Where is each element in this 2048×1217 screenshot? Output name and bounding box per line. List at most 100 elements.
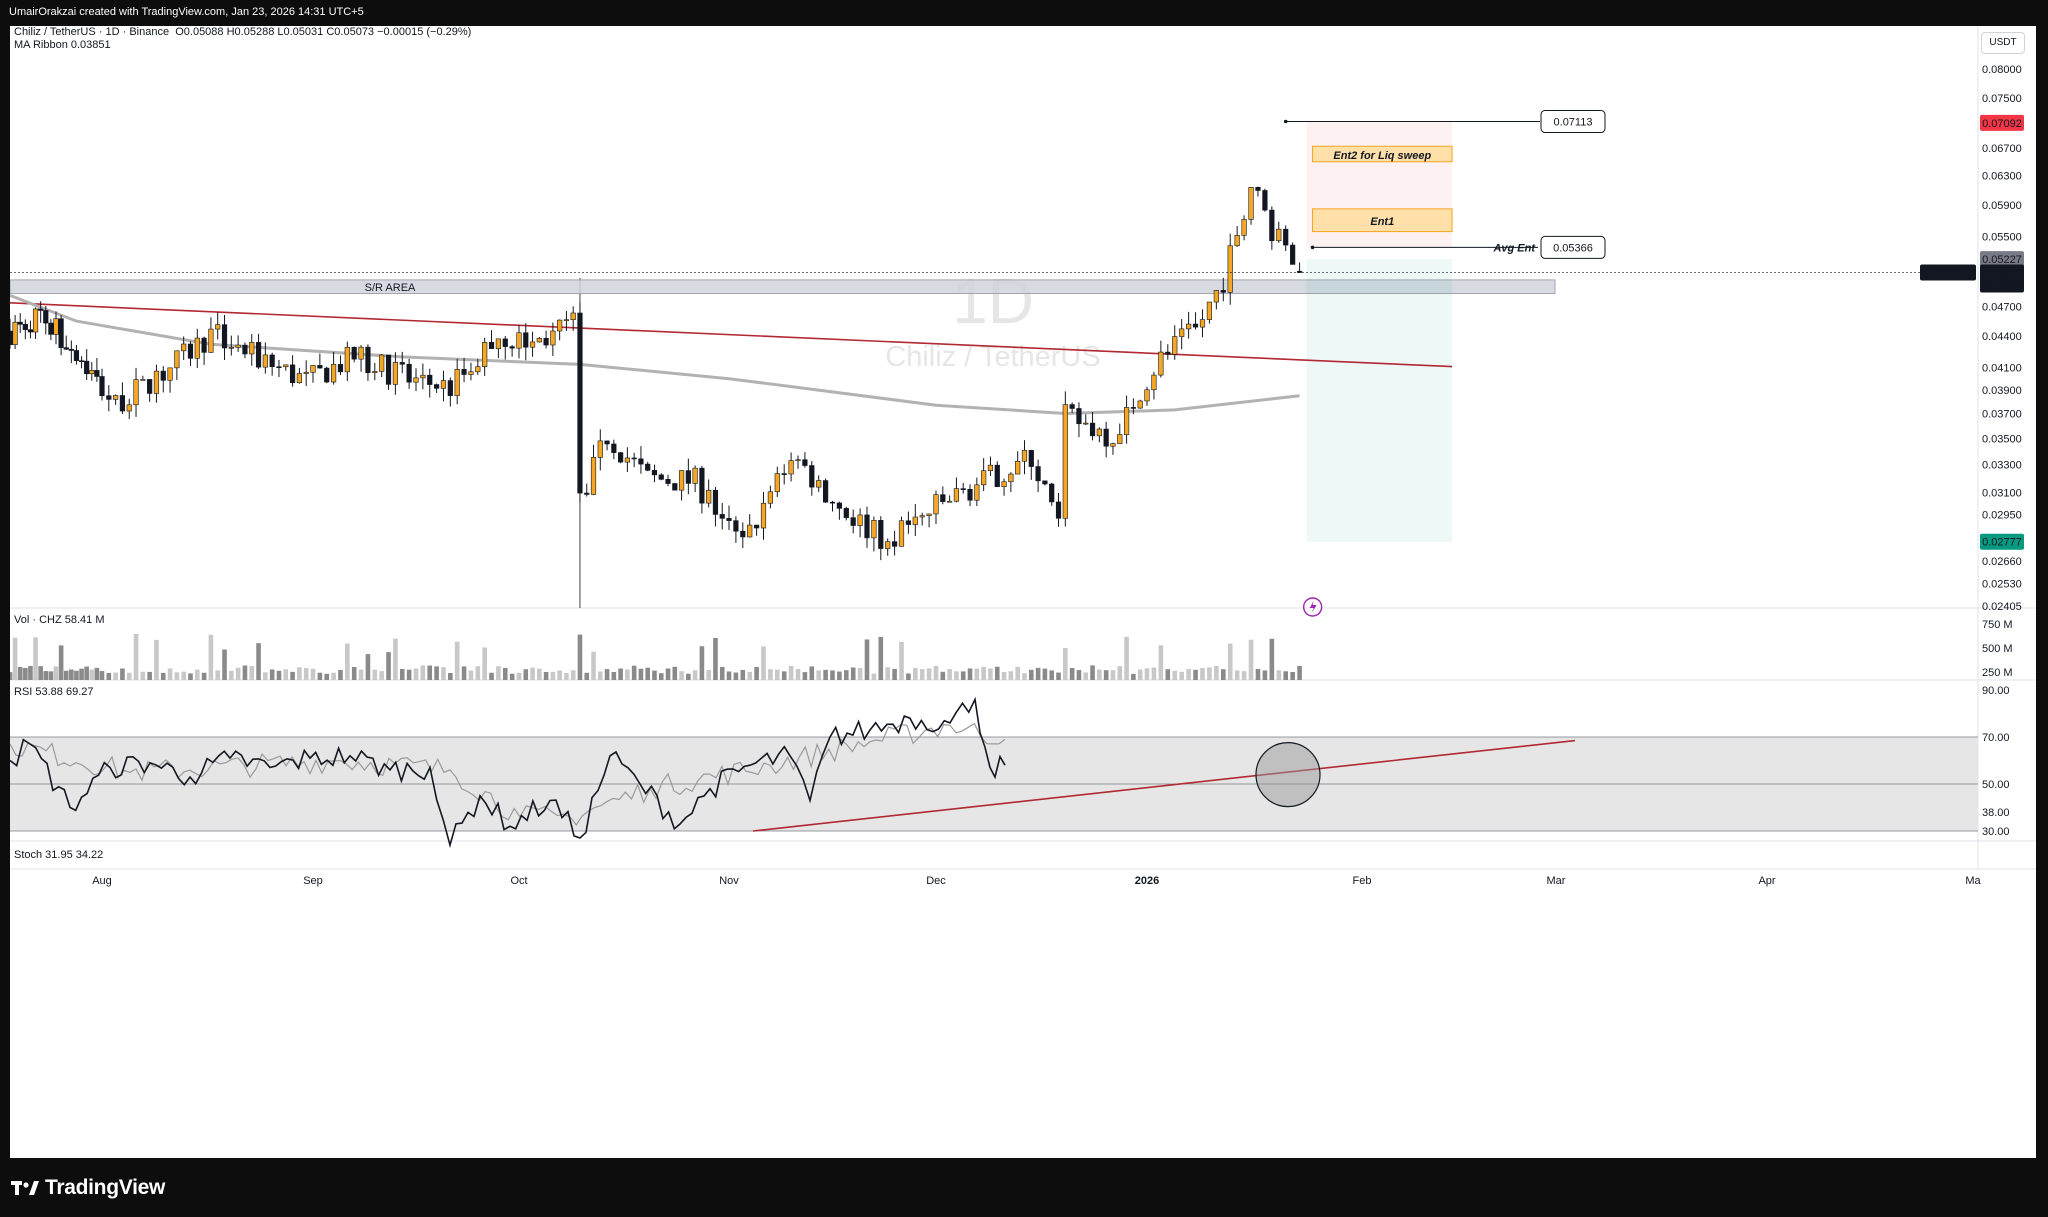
candle-body [1103, 428, 1109, 447]
price-tick-label: 0.03500 [1982, 433, 2022, 445]
currency-button[interactable]: USDT [1981, 32, 2025, 54]
volume-bar [496, 666, 501, 680]
volume-bar [345, 643, 350, 680]
volume-bar [679, 671, 684, 680]
volume-bar [461, 666, 467, 680]
volume-bar [194, 669, 200, 680]
rsi-tick-label: 90.00 [1982, 685, 2010, 697]
candle-body [1241, 219, 1247, 236]
candle-body [672, 483, 678, 491]
candle-body [1089, 422, 1096, 437]
candle-body [1117, 434, 1123, 444]
volume-bar [1200, 667, 1205, 680]
volume-bar [1015, 666, 1020, 680]
symbol-legend[interactable]: Chiliz / TetherUS · 1D · Binance O0.0508… [14, 26, 471, 38]
candle-body [1042, 480, 1048, 485]
candle-body [981, 470, 987, 486]
volume-bar [1227, 643, 1233, 680]
volume-bar [913, 668, 918, 680]
volume-bar [844, 670, 849, 680]
rsi-legend[interactable]: RSI 53.88 69.27 [14, 686, 94, 698]
x-axis-label: Ma [1965, 875, 1981, 887]
volume-bar [988, 668, 993, 680]
volume-bar [1131, 673, 1136, 680]
candle-body [385, 354, 392, 385]
candle-body [215, 324, 221, 330]
volume-bar [1172, 670, 1178, 680]
volume-bar [1049, 670, 1055, 680]
candle-body [590, 457, 597, 495]
volume-bar [297, 667, 302, 680]
price-tick-label: 0.08000 [1982, 64, 2022, 76]
volume-bar [994, 666, 1000, 680]
volume-bar [283, 669, 289, 680]
volume-bar [795, 669, 801, 680]
candle-body [351, 346, 357, 360]
candle-body [994, 464, 1000, 488]
candle-body [871, 520, 877, 539]
candle-body [454, 369, 460, 396]
candle-body [678, 470, 685, 491]
candle-body [816, 480, 822, 488]
candle-body [604, 440, 610, 445]
volume-bar [577, 634, 583, 680]
volume-bar [365, 654, 371, 680]
candle-body [84, 360, 90, 375]
volume-bar [523, 669, 529, 680]
candle-body [68, 348, 74, 351]
volume-bar [604, 669, 610, 680]
x-axis-label: Oct [510, 875, 527, 887]
price-tick-label: 0.07500 [1982, 93, 2022, 105]
volume-bar [23, 667, 28, 680]
rsi-line [10, 696, 1006, 849]
avg-entry-label: Avg Ent [1492, 242, 1536, 254]
volume-bar [967, 668, 973, 680]
price-tick-label: 0.03100 [1982, 488, 2022, 500]
candle-body [781, 473, 787, 475]
lightning-glyph [1309, 601, 1317, 613]
volume-legend[interactable]: Vol · CHZ 58.41 M [14, 614, 105, 626]
chart-canvas[interactable]: 1D Chiliz / TetherUS 0.08000 0.07500 0.067… [10, 26, 2036, 1158]
stoch-legend[interactable]: Stoch 31.95 34.22 [14, 849, 104, 861]
candle-body [719, 514, 725, 519]
symbol-title: Chiliz / TetherUS · 1D · Binance [14, 26, 170, 38]
price-tick-label: 0.03700 [1982, 409, 2022, 421]
candle-body [788, 460, 794, 475]
candle-body [310, 365, 316, 373]
currency-label: USDT [1989, 37, 2017, 48]
candle-body [1213, 290, 1219, 303]
candle-body [289, 364, 296, 384]
candle-body [58, 318, 64, 348]
volume-bar [530, 667, 535, 680]
rsi-tick-label: 70.00 [1982, 732, 2010, 744]
volume-bar [1151, 667, 1157, 680]
candle-body [181, 343, 187, 352]
ohlc-change: −0.00015 (−0.29%) [377, 26, 472, 38]
candle-body [330, 364, 337, 383]
volume-bar [857, 668, 863, 680]
candle-body [1199, 319, 1206, 328]
volume-bar [269, 669, 275, 680]
volume-bar [638, 668, 644, 680]
bar-countdown: 14:28:06 [1981, 280, 2024, 292]
candle-body [22, 324, 28, 330]
candle-body [235, 344, 241, 348]
volume-bar [652, 670, 657, 680]
ma-ribbon-legend[interactable]: MA Ribbon 0.03851 [14, 39, 111, 51]
volume-bar [885, 667, 890, 680]
entry2-callout-dot [1283, 119, 1288, 124]
volume-bar [406, 669, 412, 680]
volume-bar [154, 639, 159, 680]
candle-body [802, 459, 808, 466]
volume-bar [448, 672, 453, 680]
ohlc-low: L0.05031 [277, 26, 324, 38]
candle-body [495, 338, 502, 349]
volume-bar [816, 670, 821, 680]
volume-bar [303, 668, 309, 680]
symbol-tag-bg [1920, 264, 1976, 281]
volume-bar [167, 668, 173, 680]
chart-svg[interactable]: 1D Chiliz / TetherUS 0.080000.075000.067… [10, 26, 2036, 1158]
volume-bar [1248, 639, 1254, 680]
volume-bar [331, 672, 336, 680]
volume-bar [1076, 670, 1082, 680]
